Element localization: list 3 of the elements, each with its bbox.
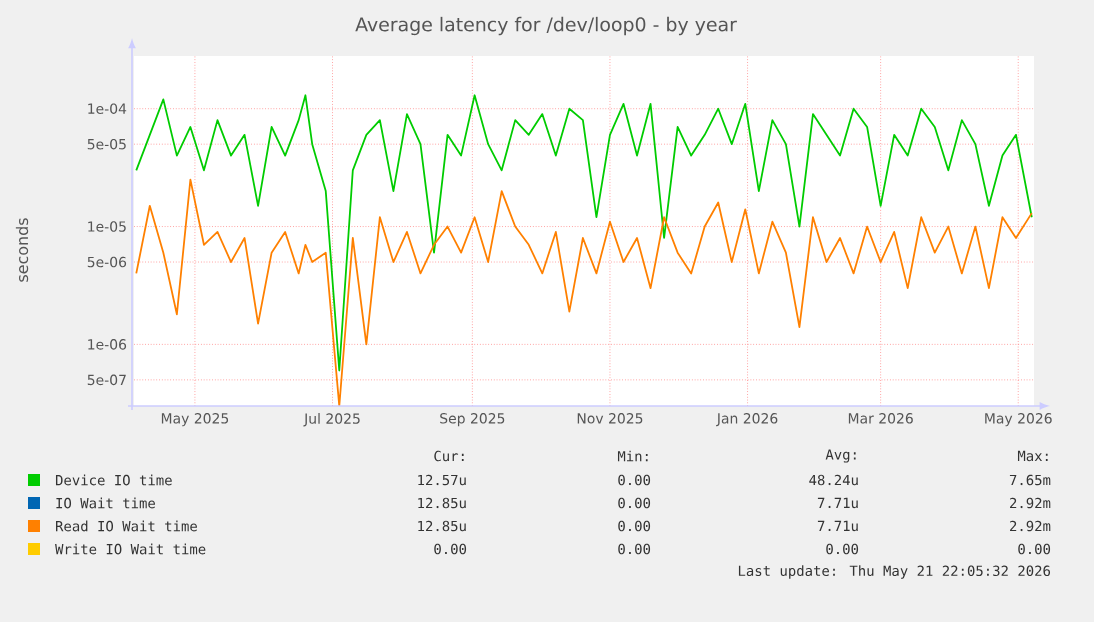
- chart-title: Average latency for /dev/loop0 - by year: [355, 16, 737, 36]
- line-series: [135, 94, 1033, 372]
- line-series: [135, 178, 1033, 407]
